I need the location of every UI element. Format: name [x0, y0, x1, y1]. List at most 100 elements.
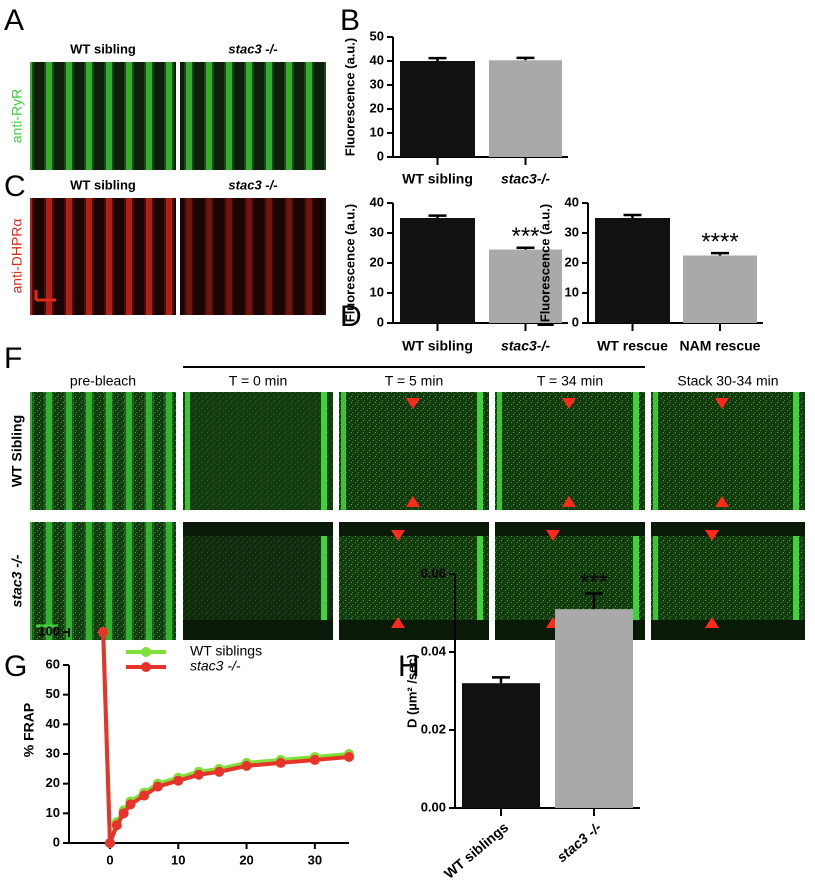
- point: [125, 799, 136, 810]
- axis: [68, 628, 349, 844]
- micrograph-band: [477, 392, 483, 510]
- point: [275, 757, 286, 768]
- micrograph-stripes: [30, 198, 176, 315]
- bleach-marker: [705, 617, 719, 628]
- y-tick-label: 30: [46, 745, 60, 760]
- bar: [462, 683, 540, 808]
- micrograph: [651, 392, 805, 510]
- y-tick-label: 0: [377, 148, 384, 163]
- column-label: T = 0 min: [229, 373, 288, 389]
- micrograph-stripes: [30, 392, 176, 510]
- y-axis-label: Fluorescence (a.u.): [342, 204, 357, 322]
- x-tick-label: 10: [171, 852, 185, 867]
- y-tick-label: 50: [46, 686, 60, 701]
- error-bar: [428, 56, 447, 61]
- x-tick-label: WT siblings: [441, 819, 512, 882]
- micrograph-stripes: [180, 198, 326, 315]
- bar: [555, 609, 633, 808]
- y-tick-label: 30: [370, 224, 384, 239]
- bleach-marker: [546, 530, 560, 541]
- panel-letter: D: [340, 300, 362, 333]
- y-tick-label: 10: [46, 805, 60, 820]
- y-tick-label: 20: [370, 100, 384, 115]
- y-axis-label: Fluorescence (a.u.): [537, 204, 552, 322]
- error-bar: [623, 213, 642, 218]
- bar: [400, 218, 475, 323]
- y-tick-label: 60: [46, 656, 60, 671]
- y-tick-label: 0.02: [421, 721, 446, 736]
- column-label: WT sibling: [70, 41, 136, 56]
- micrograph-band: [633, 392, 639, 510]
- y-tick-label: 0: [572, 314, 579, 329]
- micrograph-band: [793, 392, 799, 510]
- micrograph: [183, 536, 333, 620]
- x-tick-label: WT rescue: [597, 338, 668, 354]
- stain-label: anti-RyR: [9, 89, 25, 143]
- error-bar: [711, 251, 729, 256]
- legend-label: stac3 -/-: [190, 658, 241, 674]
- point: [98, 627, 109, 637]
- x-tick-label: stac3-/-: [501, 338, 550, 354]
- stain-label: anti-DHPRα: [9, 219, 25, 294]
- y-tick-label: 100: [38, 623, 60, 638]
- micrograph-band: [321, 392, 327, 510]
- bleach-marker: [562, 398, 576, 409]
- y-tick-label: 10: [370, 124, 384, 139]
- y-tick-label: 0.00: [421, 799, 446, 814]
- point: [241, 760, 252, 771]
- bleach-marker: [406, 398, 420, 409]
- y-tick-label: 20: [46, 775, 60, 790]
- micrograph: [183, 392, 333, 510]
- panel-letter: C: [4, 170, 26, 203]
- y-tick-label: 40: [370, 52, 384, 67]
- micrograph: [339, 536, 489, 620]
- micrograph-band: [321, 536, 327, 620]
- column-label: pre-bleach: [70, 373, 136, 389]
- micrograph-band: [477, 536, 483, 620]
- y-tick-label: 30: [565, 224, 579, 239]
- column-label: T = 34 min: [537, 373, 603, 389]
- significance: ***: [511, 223, 539, 250]
- bleach-marker: [406, 496, 420, 507]
- y-tick-label: 0.04: [421, 643, 447, 658]
- y-tick-label: 0: [377, 314, 384, 329]
- point: [111, 820, 122, 831]
- micrograph: [495, 392, 645, 510]
- micrograph-band: [653, 536, 658, 620]
- bleach-marker: [715, 398, 729, 409]
- point: [214, 766, 225, 777]
- point: [152, 781, 163, 792]
- y-tick-label: 40: [370, 194, 384, 209]
- column-label: WT sibling: [70, 177, 136, 192]
- bar: [489, 60, 562, 157]
- y-tick-label: 30: [370, 76, 384, 91]
- bleach-marker: [705, 530, 719, 541]
- bar: [595, 218, 670, 323]
- bar: [489, 249, 562, 323]
- x-tick-label: WT sibling: [402, 171, 473, 187]
- panel-letter: B: [340, 4, 360, 37]
- error-bar: [516, 56, 535, 61]
- point: [193, 769, 204, 780]
- point: [344, 751, 354, 762]
- column-label: Stack 30-34 min: [677, 373, 778, 389]
- y-tick-label: 40: [46, 716, 60, 731]
- y-axis-label: Fluorescence (a.u.): [342, 38, 357, 156]
- micrograph: [651, 536, 805, 620]
- significance: ***: [580, 569, 608, 596]
- y-tick-label: 10: [370, 284, 384, 299]
- bleach-marker: [562, 496, 576, 507]
- y-tick-label: 20: [565, 254, 579, 269]
- panel-letter: F: [4, 342, 22, 375]
- point: [139, 790, 150, 801]
- micrograph-band: [793, 536, 799, 620]
- panel-letter: H: [398, 650, 420, 683]
- micrograph-band: [653, 392, 658, 510]
- micrographs: [30, 62, 805, 640]
- row-label: WT Sibling: [9, 415, 25, 487]
- point: [309, 754, 320, 765]
- point: [118, 808, 129, 819]
- bar: [683, 255, 757, 323]
- legend-marker: [141, 647, 151, 657]
